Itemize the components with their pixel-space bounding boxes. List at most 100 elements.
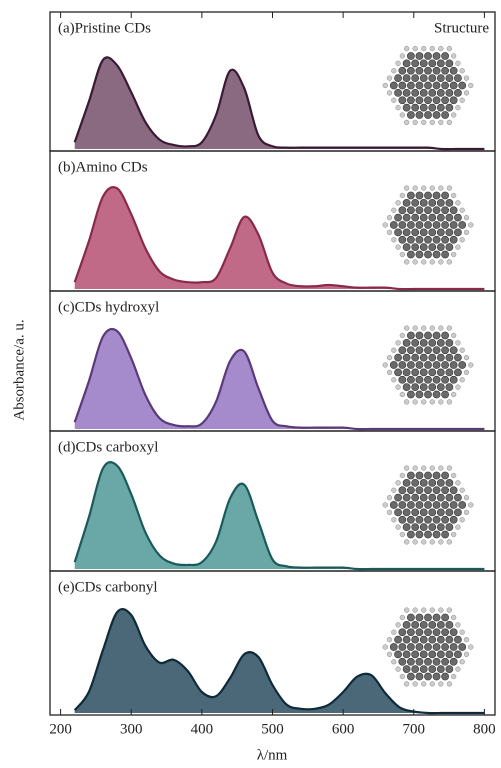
atom xyxy=(420,244,427,251)
atom xyxy=(412,509,419,516)
hydrogen xyxy=(421,682,426,687)
hydrogen xyxy=(468,83,473,88)
atom xyxy=(437,636,444,643)
hydrogen xyxy=(383,363,388,368)
atom xyxy=(412,75,419,82)
atom xyxy=(407,487,414,494)
atom xyxy=(403,244,410,251)
atom xyxy=(416,614,423,621)
hydrogen xyxy=(438,326,443,331)
atom xyxy=(416,361,423,368)
hydrogen xyxy=(447,540,452,545)
atom xyxy=(412,369,419,376)
atom xyxy=(390,82,397,89)
hydrogen xyxy=(383,83,388,88)
atom xyxy=(412,199,419,206)
atom xyxy=(429,104,436,111)
molecule xyxy=(383,608,473,687)
atom xyxy=(429,60,436,67)
atom xyxy=(446,75,453,82)
atom xyxy=(403,636,410,643)
atom xyxy=(424,82,431,89)
hydrogen xyxy=(438,466,443,471)
hydrogen xyxy=(400,674,405,679)
atom xyxy=(390,221,397,228)
panel-title: (c)CDs hydroxyl xyxy=(58,299,159,315)
atom xyxy=(429,494,436,501)
atom xyxy=(446,509,453,516)
hydrogen xyxy=(421,608,426,613)
atom xyxy=(416,251,423,258)
atom xyxy=(442,236,449,243)
atom xyxy=(429,369,436,376)
atom xyxy=(399,643,406,650)
atom xyxy=(450,658,457,665)
atom xyxy=(420,214,427,221)
hydrogen xyxy=(413,400,418,405)
hydrogen xyxy=(396,525,401,530)
hydrogen xyxy=(456,340,461,345)
atom xyxy=(416,501,423,508)
atom xyxy=(450,82,457,89)
atom xyxy=(450,361,457,368)
atom xyxy=(416,221,423,228)
hydrogen xyxy=(413,46,418,51)
atom xyxy=(412,651,419,658)
atom xyxy=(399,501,406,508)
hydrogen xyxy=(451,333,456,338)
atom xyxy=(407,361,414,368)
hydrogen xyxy=(430,186,435,191)
hydrogen xyxy=(413,186,418,191)
atom xyxy=(403,229,410,236)
atom xyxy=(416,531,423,538)
atom xyxy=(454,494,461,501)
atom xyxy=(394,75,401,82)
hydrogen xyxy=(460,659,465,664)
atom xyxy=(407,52,414,59)
atom xyxy=(446,104,453,111)
hydrogen xyxy=(460,488,465,493)
atom xyxy=(399,207,406,214)
hydrogen xyxy=(464,495,469,500)
hydrogen xyxy=(438,608,443,613)
hydrogen xyxy=(387,355,392,360)
atom xyxy=(446,479,453,486)
atom xyxy=(424,332,431,339)
atom xyxy=(403,214,410,221)
atom xyxy=(403,494,410,501)
hydrogen xyxy=(400,333,405,338)
atom xyxy=(429,636,436,643)
atom xyxy=(424,52,431,59)
hydrogen xyxy=(387,652,392,657)
molecule xyxy=(383,326,473,405)
hydrogen xyxy=(468,223,473,228)
hydrogen xyxy=(413,466,418,471)
atom xyxy=(446,494,453,501)
atom xyxy=(450,97,457,104)
atom xyxy=(429,524,436,531)
atom xyxy=(403,509,410,516)
hydrogen xyxy=(396,667,401,672)
hydrogen xyxy=(451,532,456,537)
atom xyxy=(437,229,444,236)
atom xyxy=(416,236,423,243)
hydrogen xyxy=(430,120,435,125)
atom xyxy=(420,621,427,628)
atom xyxy=(420,339,427,346)
hydrogen xyxy=(460,98,465,103)
atom xyxy=(399,67,406,74)
panel-title: (b)Amino CDs xyxy=(58,159,148,175)
atom xyxy=(424,376,431,383)
atom xyxy=(399,221,406,228)
atom xyxy=(433,643,440,650)
atom xyxy=(424,643,431,650)
atom xyxy=(407,516,414,523)
atom xyxy=(429,75,436,82)
atom xyxy=(437,524,444,531)
atom xyxy=(403,479,410,486)
hydrogen xyxy=(456,200,461,205)
atom xyxy=(424,501,431,508)
atom xyxy=(424,487,431,494)
hydrogen xyxy=(400,113,405,118)
atom xyxy=(442,97,449,104)
